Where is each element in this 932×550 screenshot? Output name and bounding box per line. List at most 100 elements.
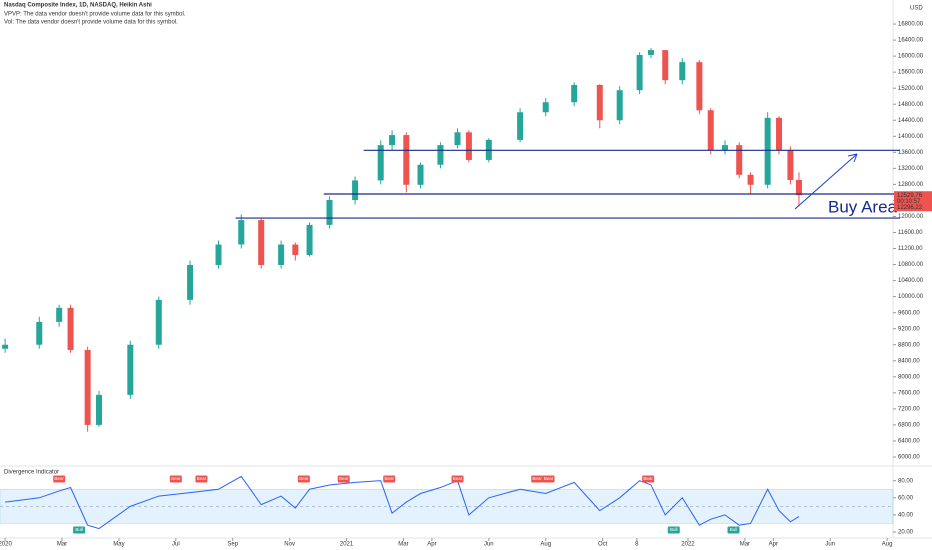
candle-body [679, 62, 686, 81]
y-tick-label: 9200.00 [898, 326, 920, 332]
candle-body [326, 200, 333, 225]
x-tick-label: Apr [769, 542, 778, 548]
x-tick-label: Aug [882, 542, 893, 548]
x-tick-label: Apr [427, 542, 436, 548]
signal-tag [53, 475, 66, 483]
y-tick-label: 6800.00 [898, 422, 920, 428]
candle-body [306, 224, 313, 255]
x-tick-label: 8 [635, 542, 639, 548]
y-tick-label: 10400.00 [898, 278, 924, 284]
candle-body [736, 145, 743, 175]
x-tick-label: Oct [598, 542, 608, 548]
low-price: 12296.22 [897, 205, 923, 211]
candle-body [215, 244, 222, 265]
signal-tag [531, 475, 544, 483]
y-tick-label: 8800.00 [898, 342, 920, 348]
candle-body [377, 145, 384, 181]
signal-label: Bull [670, 527, 678, 532]
signal-label: Bear [299, 476, 309, 481]
signal-tag [642, 475, 655, 483]
y-tick-label: 40.00 [898, 512, 914, 518]
y-tick-label: 12000.00 [898, 214, 924, 220]
x-tick-label: Mar [398, 542, 408, 548]
y-tick-label: 60.00 [898, 495, 914, 501]
candle-body [56, 307, 63, 322]
y-tick-label: 16000.00 [898, 54, 924, 60]
candle-body [616, 90, 623, 121]
candle-body [36, 321, 43, 345]
indicator-line [5, 475, 800, 530]
x-tick-label: Mar [57, 542, 67, 548]
candle-body [696, 62, 703, 111]
currency: USD [910, 6, 923, 12]
x-tick-label: Sep [227, 542, 238, 548]
indicator-title: Divergence Indicator [4, 470, 59, 476]
y-tick-label: 20.00 [898, 530, 914, 536]
y-tick-label: 11600.00 [898, 230, 923, 236]
y-tick-label: 14800.00 [898, 102, 924, 108]
signal-label: Bear [197, 476, 207, 481]
signal-tag [383, 475, 396, 483]
arrow-head [847, 153, 858, 163]
candle-body [155, 299, 162, 345]
candle-body [721, 145, 728, 150]
signal-label: Bear [54, 476, 64, 481]
signal-label: Bear [171, 476, 181, 481]
candle-body [647, 50, 654, 55]
last-price: 12529.76 [897, 193, 923, 199]
candle-body [795, 179, 802, 196]
signal-label: Bull [75, 527, 83, 532]
y-tick-label: 11200.00 [898, 246, 923, 252]
symbol-title: Nasdaq Composite Index, 1D, NASDAQ, Heik… [4, 3, 152, 9]
last-price-tag [894, 191, 932, 212]
x-tick-label: 2021 [340, 542, 354, 548]
y-tick-label: 8000.00 [898, 374, 920, 380]
candle-body [747, 174, 754, 185]
signal-label: Bear [339, 476, 349, 481]
x-tick-label: May [113, 542, 124, 548]
x-tick-label: Jun [825, 542, 835, 548]
candle-body [352, 180, 359, 201]
y-tick-label: 10000.00 [898, 294, 924, 300]
candle-body [67, 307, 74, 350]
y-tick-label: 13600.00 [898, 150, 924, 156]
candle-body [454, 132, 461, 146]
y-tick-label: 9600.00 [898, 310, 920, 316]
candle-body [542, 102, 549, 113]
y-tick-label: 6400.00 [898, 439, 920, 445]
vpvp-note: VPVP: The data vendor doesn't provide vo… [4, 12, 186, 18]
candle-body [2, 344, 9, 349]
candle-body [707, 110, 714, 150]
signal-tag [195, 475, 208, 483]
x-tick-label: Jul [172, 542, 180, 548]
signal-label: Bull [730, 527, 738, 532]
candle-body [389, 135, 396, 146]
candle-body [258, 220, 265, 265]
signal-tag [73, 526, 86, 534]
x-tick-label: Mar [740, 542, 750, 548]
signal-tag [727, 526, 740, 534]
signal-tag [337, 475, 350, 483]
x-tick-label: 2020 [0, 542, 12, 548]
signal-tag [667, 526, 680, 534]
signal-label: Bear [544, 476, 554, 481]
y-tick-label: 13200.00 [898, 166, 924, 172]
y-tick-label: 15200.00 [898, 86, 924, 92]
y-tick-label: 15600.00 [898, 70, 924, 76]
candle-body [517, 112, 524, 140]
x-tick-label: Aug [540, 542, 551, 548]
candle-body [662, 50, 669, 81]
candle-body [787, 149, 794, 180]
y-tick-label: 14000.00 [898, 134, 924, 140]
candle-body [96, 394, 103, 425]
x-tick-label: 2022 [681, 542, 695, 548]
candle-body [238, 220, 245, 245]
y-tick-label: 10800.00 [898, 262, 924, 268]
signal-label: Bear [643, 476, 653, 481]
trend-arrow [794, 153, 858, 210]
y-tick-label: 7200.00 [898, 406, 920, 412]
candle-body [465, 132, 472, 160]
candle-body [187, 264, 194, 300]
